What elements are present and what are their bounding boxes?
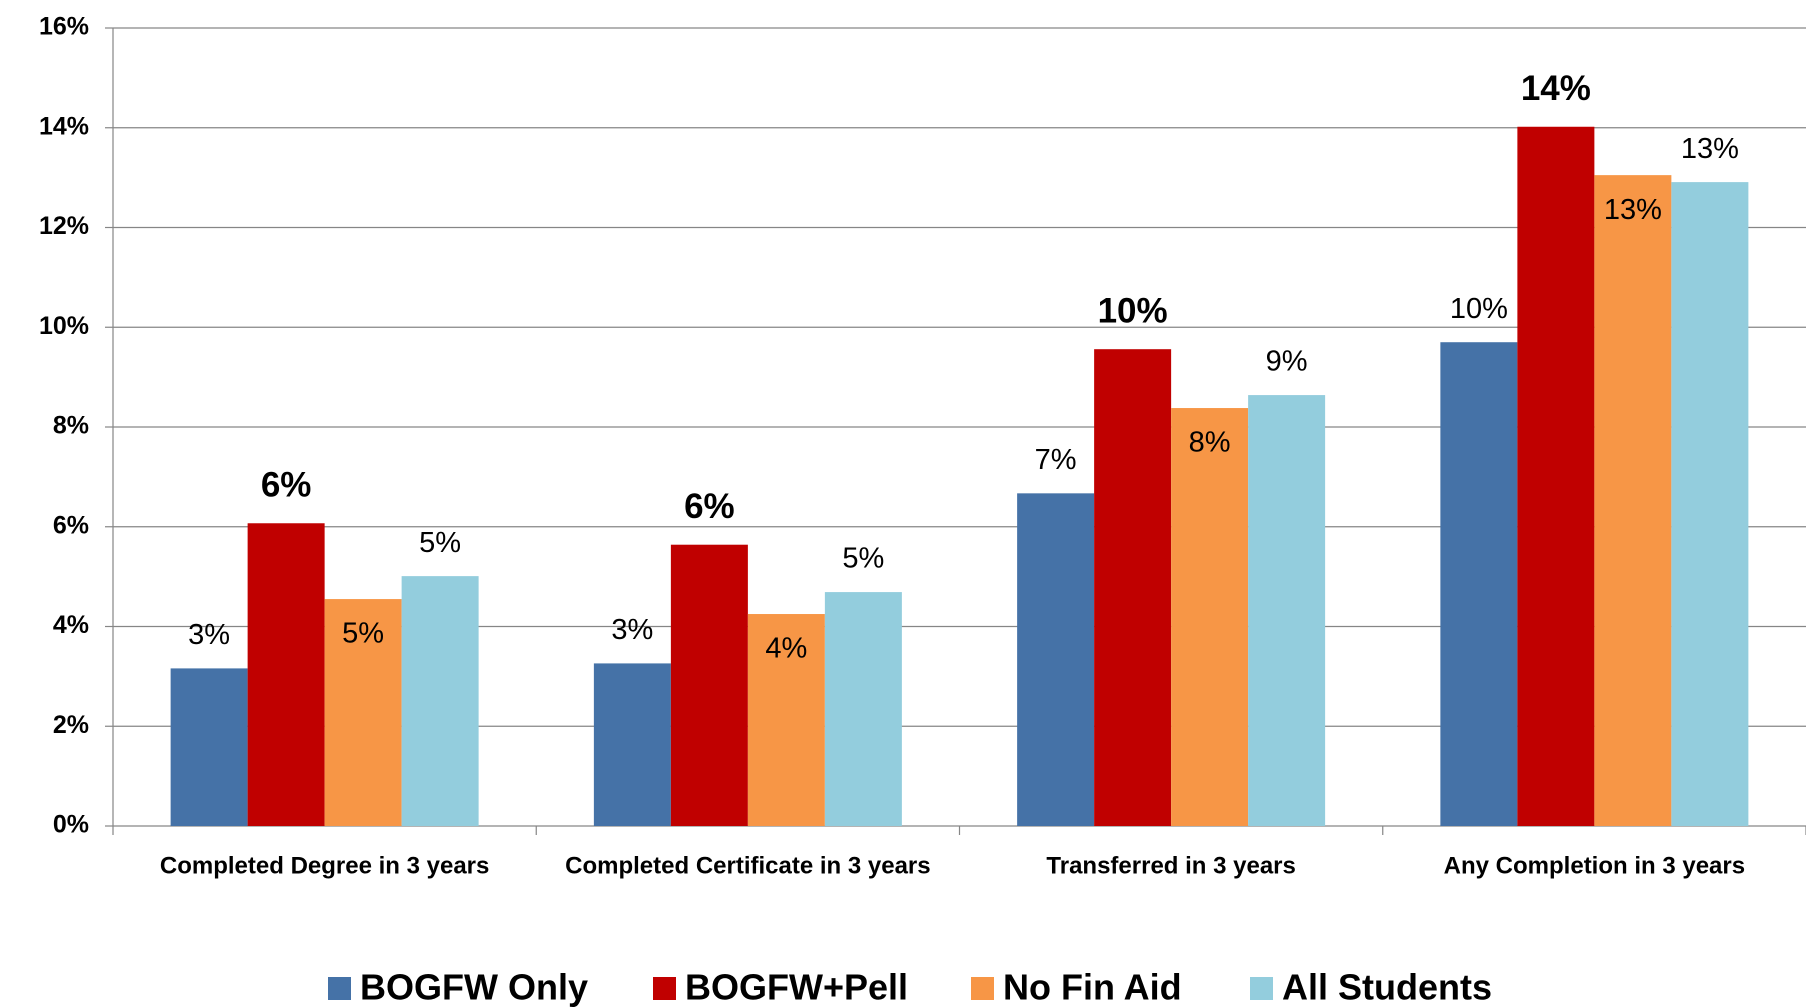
data-label: 13% [1604, 194, 1662, 226]
bar [1017, 493, 1095, 826]
legend-label: All Students [1282, 967, 1492, 1008]
y-tick-label: 10% [39, 312, 89, 340]
data-label: 3% [188, 619, 230, 651]
y-tick-label: 2% [53, 711, 89, 739]
data-label: 10% [1450, 293, 1508, 325]
x-tick-label: Completed Certificate in 3 years [565, 852, 930, 879]
bar [593, 663, 671, 826]
data-label: 14% [1521, 69, 1591, 108]
bar [670, 544, 748, 826]
x-tick-label: Any Completion in 3 years [1444, 852, 1745, 879]
y-tick-label: 14% [39, 112, 89, 140]
x-tick-label: Completed Degree in 3 years [160, 852, 489, 879]
legend-label: BOGFW Only [360, 967, 588, 1008]
bar [1671, 182, 1749, 826]
data-label: 13% [1681, 133, 1739, 165]
data-label: 8% [1189, 427, 1231, 459]
data-label: 6% [684, 487, 735, 526]
bar [1171, 408, 1249, 826]
bar [1517, 126, 1595, 826]
bar [401, 576, 479, 826]
legend-swatch [328, 977, 351, 1000]
bar [247, 523, 325, 826]
data-label: 5% [842, 543, 884, 575]
y-tick-label: 12% [39, 212, 89, 240]
legend-label: No Fin Aid [1003, 967, 1182, 1008]
y-tick-label: 4% [53, 611, 89, 639]
bar [1248, 395, 1326, 826]
data-label: 9% [1266, 346, 1308, 378]
data-label: 5% [342, 618, 384, 650]
bar [170, 668, 248, 826]
y-tick-label: 8% [53, 412, 89, 440]
bar [824, 592, 902, 826]
data-label: 6% [261, 466, 312, 505]
data-label: 10% [1098, 291, 1168, 330]
data-label: 3% [611, 614, 653, 646]
data-label: 7% [1035, 444, 1077, 476]
legend-swatch [971, 977, 994, 1000]
data-label: 4% [765, 633, 807, 665]
y-tick-label: 6% [53, 511, 89, 539]
bar [747, 614, 825, 826]
bar [1440, 342, 1518, 826]
bar [1594, 175, 1672, 827]
legend-swatch [653, 977, 676, 1000]
bar [324, 599, 402, 826]
data-label: 5% [419, 527, 461, 559]
x-tick-label: Transferred in 3 years [1046, 852, 1295, 879]
legend-label: BOGFW+Pell [685, 967, 908, 1008]
y-tick-label: 16% [39, 13, 89, 41]
legend-swatch [1250, 977, 1273, 1000]
y-tick-label: 0% [53, 811, 89, 839]
bar [1094, 349, 1172, 826]
